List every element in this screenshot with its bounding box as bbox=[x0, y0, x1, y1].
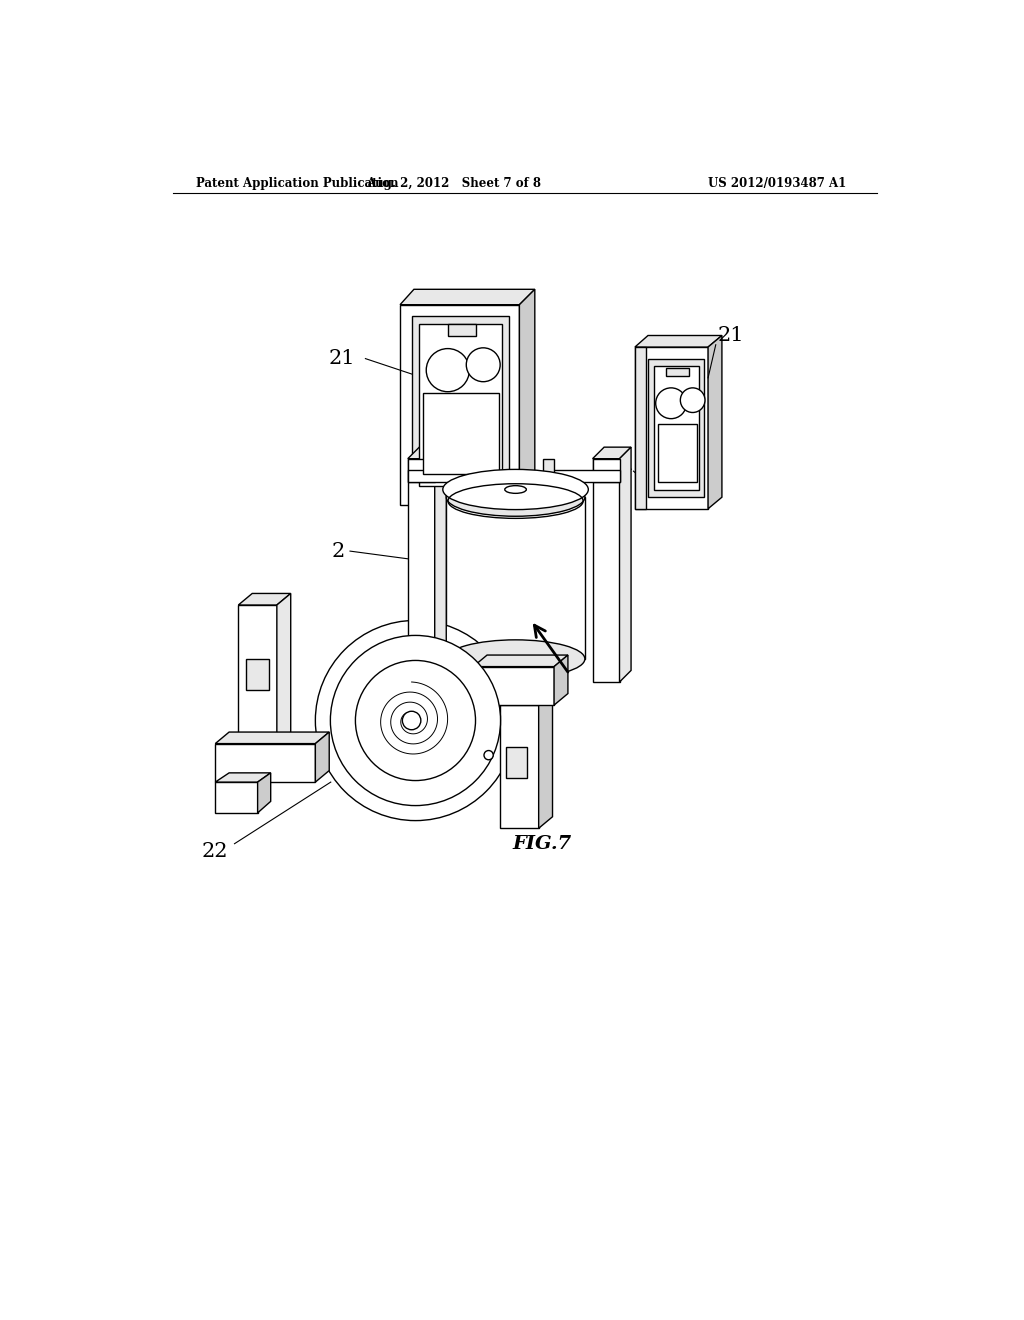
Polygon shape bbox=[593, 459, 620, 682]
Polygon shape bbox=[635, 347, 708, 508]
Polygon shape bbox=[258, 774, 270, 813]
Polygon shape bbox=[215, 774, 270, 781]
Polygon shape bbox=[400, 289, 535, 305]
Polygon shape bbox=[635, 335, 722, 347]
Polygon shape bbox=[666, 368, 689, 376]
Polygon shape bbox=[506, 747, 527, 779]
Polygon shape bbox=[648, 359, 705, 498]
Polygon shape bbox=[543, 470, 620, 482]
Text: US 2012/0193487 A1: US 2012/0193487 A1 bbox=[708, 177, 846, 190]
Polygon shape bbox=[276, 594, 291, 743]
Polygon shape bbox=[708, 335, 722, 508]
Ellipse shape bbox=[505, 486, 526, 494]
Polygon shape bbox=[654, 367, 698, 490]
Polygon shape bbox=[408, 459, 435, 482]
Circle shape bbox=[402, 711, 421, 730]
Polygon shape bbox=[658, 424, 696, 482]
Polygon shape bbox=[500, 693, 553, 705]
Text: FIG.7: FIG.7 bbox=[513, 834, 572, 853]
Text: Patent Application Publication: Patent Application Publication bbox=[196, 177, 398, 190]
Polygon shape bbox=[412, 317, 509, 494]
Polygon shape bbox=[635, 347, 646, 508]
Text: 21: 21 bbox=[718, 326, 744, 345]
Text: 22: 22 bbox=[202, 842, 228, 861]
Polygon shape bbox=[473, 655, 568, 667]
Ellipse shape bbox=[331, 635, 501, 805]
Polygon shape bbox=[246, 659, 269, 689]
Polygon shape bbox=[400, 305, 519, 506]
Ellipse shape bbox=[355, 660, 475, 780]
Polygon shape bbox=[315, 733, 330, 781]
Text: 21: 21 bbox=[329, 348, 355, 368]
Circle shape bbox=[484, 751, 494, 760]
Text: Aug. 2, 2012   Sheet 7 of 8: Aug. 2, 2012 Sheet 7 of 8 bbox=[367, 177, 542, 190]
Polygon shape bbox=[543, 459, 554, 482]
Polygon shape bbox=[215, 743, 315, 781]
Polygon shape bbox=[593, 447, 631, 459]
Polygon shape bbox=[408, 447, 446, 459]
Polygon shape bbox=[435, 447, 446, 682]
Polygon shape bbox=[593, 459, 620, 482]
Polygon shape bbox=[423, 393, 499, 474]
Text: 2: 2 bbox=[332, 541, 345, 561]
Circle shape bbox=[655, 388, 686, 418]
Ellipse shape bbox=[315, 620, 515, 821]
Ellipse shape bbox=[446, 640, 585, 678]
Polygon shape bbox=[419, 323, 502, 486]
Polygon shape bbox=[519, 289, 535, 506]
Polygon shape bbox=[408, 470, 462, 482]
Polygon shape bbox=[215, 733, 330, 743]
Ellipse shape bbox=[446, 478, 585, 516]
Polygon shape bbox=[408, 459, 435, 682]
Polygon shape bbox=[447, 323, 475, 335]
Polygon shape bbox=[500, 705, 539, 829]
Polygon shape bbox=[473, 667, 554, 705]
Polygon shape bbox=[239, 605, 276, 743]
Polygon shape bbox=[462, 459, 473, 482]
Polygon shape bbox=[215, 781, 258, 813]
Circle shape bbox=[680, 388, 705, 413]
Polygon shape bbox=[239, 594, 291, 605]
Circle shape bbox=[466, 348, 500, 381]
Circle shape bbox=[426, 348, 469, 392]
Polygon shape bbox=[539, 693, 553, 829]
Ellipse shape bbox=[442, 470, 589, 510]
Polygon shape bbox=[620, 447, 631, 682]
Polygon shape bbox=[446, 498, 585, 659]
Polygon shape bbox=[554, 655, 568, 705]
